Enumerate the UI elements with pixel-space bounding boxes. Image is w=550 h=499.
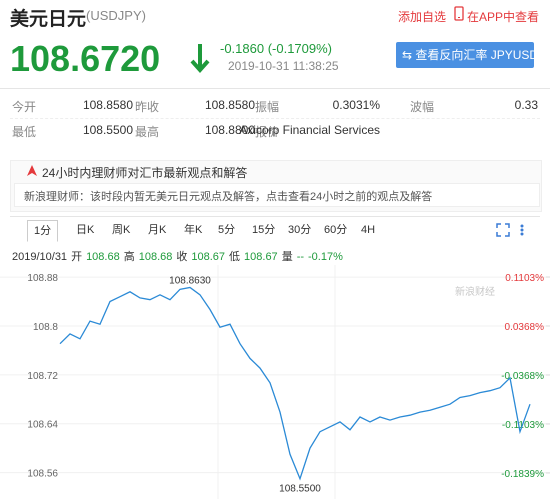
info-value: 108.68 — [138, 251, 173, 263]
y2-tick-label: -0.0368% — [501, 371, 544, 382]
tab[interactable]: 日K — [76, 224, 95, 236]
code: (USDJPY) — [86, 8, 146, 23]
button-label: 查看反向汇率 JPYUSD — [415, 48, 539, 62]
tab[interactable]: 60分 — [324, 224, 348, 236]
notice-box — [14, 183, 540, 207]
tab[interactable]: 年K — [184, 224, 203, 236]
stat-value: 0.3031% — [332, 98, 380, 112]
info-label: 低 — [229, 251, 241, 263]
price: 108.6720 — [10, 38, 161, 79]
tab[interactable]: 月K — [148, 224, 167, 236]
timestamp: 2019-10-31 11:38:25 — [228, 59, 339, 73]
chart-tools[interactable] — [496, 223, 536, 237]
stats-divider — [10, 118, 540, 119]
stat-value: 108.5500 — [82, 123, 133, 137]
min-label: 108.5500 — [279, 484, 321, 495]
stat-value: 108.8580 — [204, 98, 255, 112]
phone-icon — [454, 6, 464, 21]
tab[interactable]: 15分 — [252, 224, 276, 236]
tab[interactable]: 5分 — [218, 224, 236, 236]
y2-tick-label: -0.1103% — [502, 420, 544, 431]
stat-value: Axicorp Financial Services — [239, 123, 380, 137]
stat-label: 今开 — [12, 100, 37, 114]
max-label: 108.8630 — [169, 275, 211, 286]
down-arrow — [190, 44, 210, 74]
stat-label: 昨收 — [135, 100, 160, 114]
change: -0.1860 (-0.1709%) — [220, 41, 333, 56]
info-label: 量 — [281, 251, 293, 263]
y-tick-label: 108.56 — [27, 469, 58, 480]
add-watchlist[interactable]: 添加自选 — [398, 10, 447, 24]
stat-label: 振幅 — [255, 100, 280, 114]
info-label: 开 — [71, 251, 83, 263]
stat-label: 波幅 — [410, 100, 435, 114]
price-line — [59, 286, 531, 481]
info-bar: 2019/10/31 开 108.68 高 108.68 收 108.67 低 108.67 量 -… — [12, 248, 347, 264]
tab[interactable]: 1分 — [27, 220, 59, 242]
stat-value: 0.33 — [514, 98, 538, 112]
analyst-notice[interactable]: 新浪理财师：该时段内暂无美元日元观点及解答，点击查看24小时之前的观点及解答 — [24, 191, 433, 203]
stat-label: 最低 — [12, 125, 37, 139]
tab[interactable]: 30分 — [288, 224, 312, 236]
info-date: 2019/10/31 — [12, 251, 68, 263]
analyst-title[interactable]: 24小时内理财师对汇市最新观点和解答 — [42, 166, 248, 180]
reverse-rate-button[interactable]: ⇆ 查看反向汇率 JPYUSD — [396, 42, 538, 68]
chart: 新浪财经 108.88 108.8 108.72 108.64 108.56 0.1103… — [0, 265, 550, 499]
analyst-icon — [27, 165, 37, 176]
info-label: 高 — [123, 251, 135, 263]
info-label: 收 — [176, 251, 188, 263]
stat-value: 108.8580 — [82, 98, 133, 112]
y-tick-label: 108.64 — [27, 420, 58, 431]
y2-tick-label: -0.1839% — [501, 469, 544, 480]
info-value: 108.67 — [244, 251, 278, 263]
info-value: -- — [296, 251, 305, 263]
y-tick-label: 108.88 — [27, 273, 58, 284]
y2-tick-label: 0.1103% — [505, 273, 544, 284]
info-change: -0.17% — [308, 251, 343, 263]
title: 美元日元 — [10, 9, 87, 30]
y2-tick-label: 0.0368% — [505, 322, 545, 333]
stat-label: 最高 — [135, 125, 160, 139]
tab[interactable]: 周K — [112, 224, 131, 236]
tab[interactable]: 4H — [361, 224, 376, 236]
info-value: 108.68 — [86, 251, 120, 263]
view-in-app[interactable]: 在APP中查看 — [467, 10, 540, 24]
y-tick-label: 108.72 — [27, 371, 58, 382]
stat-label: 报价 — [255, 125, 280, 139]
divider — [0, 88, 550, 89]
tab-border — [10, 216, 540, 217]
watermark: 新浪财经 — [455, 285, 495, 298]
y-tick-label: 108.8 — [33, 322, 58, 333]
info-value: 108.67 — [191, 251, 226, 263]
stat-value: 108.8800 — [204, 123, 255, 137]
